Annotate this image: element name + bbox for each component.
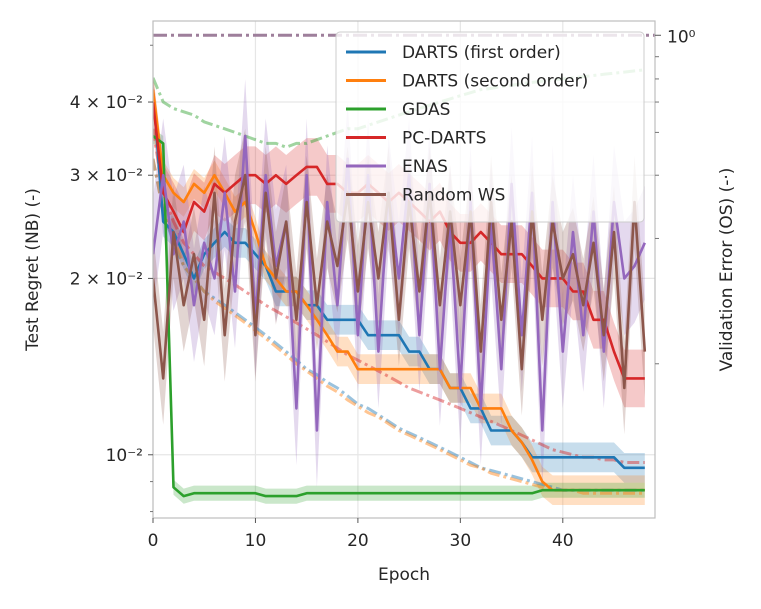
axes: 0 10 20 30 40 4 × 10⁻² 3 × 10⁻² 2 × 10⁻² 10⁻² 10⁰…: [23, 20, 737, 585]
legend-label: ENAS: [402, 157, 448, 177]
y-tick-label: 10⁻²: [106, 446, 143, 466]
x-tick-label: 30: [450, 531, 472, 551]
x-axis-title: Epoch: [378, 565, 430, 585]
darts-first-order-regret-line: [153, 89, 645, 470]
legend-label: DARTS (second order): [402, 72, 588, 92]
x-tick-label: 20: [347, 531, 369, 551]
enas-regret-line: [153, 134, 646, 432]
random-ws-regret-line: [153, 173, 647, 390]
y-tick-label: 4 × 10⁻²: [70, 93, 143, 113]
enas-band: [153, 79, 645, 488]
pc-darts-band: [153, 73, 645, 408]
legend-label: DARTS (first order): [402, 43, 561, 63]
y-tick-label: 2 × 10⁻²: [70, 269, 143, 289]
legend-label: Random WS: [402, 186, 505, 206]
x-tick-label: 10: [245, 531, 267, 551]
x-tick-label: 40: [552, 531, 574, 551]
gdas-regret-line: [153, 134, 645, 498]
y-axis-title-left: Test Regret (NB) (-): [23, 188, 43, 352]
axes-frame: [152, 20, 656, 519]
legend: DARTS (first order) DARTS (second order) G…: [335, 31, 645, 223]
legend-box: [335, 31, 645, 223]
legend-label: PC-DARTS: [402, 129, 486, 149]
test-regret-series: [153, 89, 647, 498]
y-axis-title-right: Validation Error (OS) (-·): [717, 168, 737, 372]
y-tick-label: 3 × 10⁻²: [70, 166, 143, 186]
x-tick-label: 0: [148, 531, 159, 551]
right-tick-label: 10⁰: [667, 27, 696, 47]
legend-label: GDAS: [402, 100, 450, 120]
